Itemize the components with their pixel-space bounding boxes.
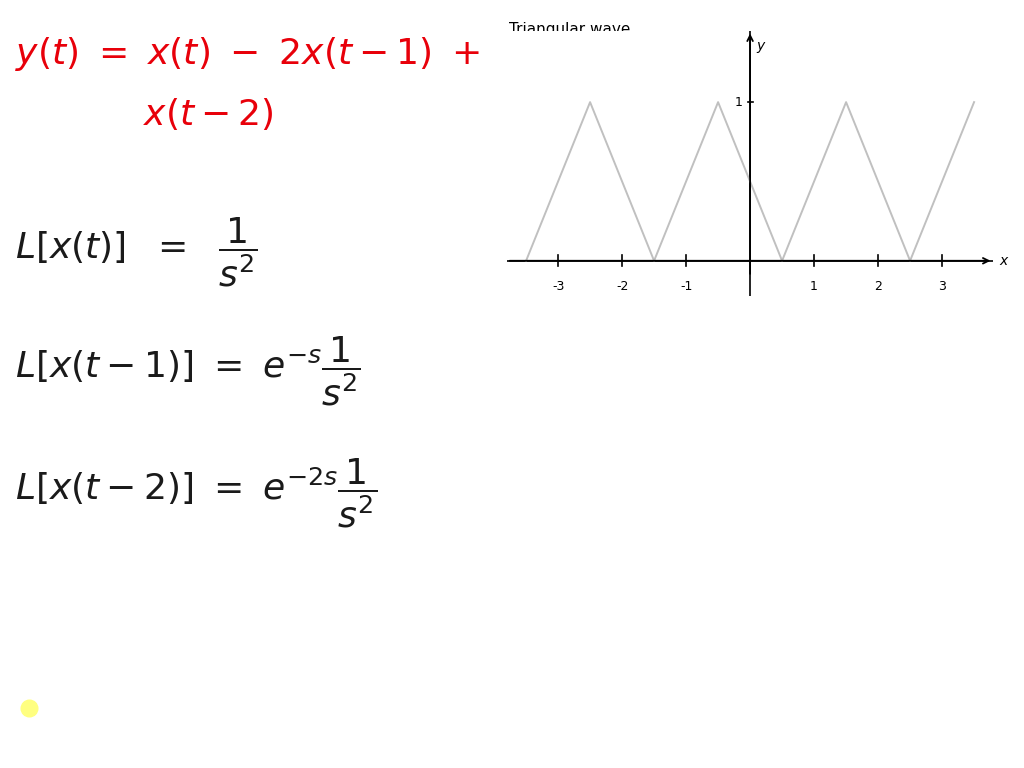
Text: 3: 3 bbox=[938, 280, 946, 293]
Text: $L\left[x(t-1)\right]\ =\ e^{-s}\dfrac{1}{s^2}$: $L\left[x(t-1)\right]\ =\ e^{-s}\dfrac{1… bbox=[15, 334, 361, 408]
Text: $L\left[x(t-2)\right]\ =\ e^{-2s}\dfrac{1}{s^2}$: $L\left[x(t-2)\right]\ =\ e^{-2s}\dfrac{… bbox=[15, 457, 378, 531]
Text: y: y bbox=[757, 38, 765, 53]
Text: $x(t-2)$: $x(t-2)$ bbox=[143, 96, 274, 132]
Text: -2: -2 bbox=[615, 280, 629, 293]
Text: x: x bbox=[999, 253, 1008, 268]
Text: 1: 1 bbox=[810, 280, 818, 293]
Text: -1: -1 bbox=[680, 280, 692, 293]
Text: Triangular wave: Triangular wave bbox=[509, 22, 631, 37]
Text: $L\left[x(t)\right]\ \ =\ \ \dfrac{1}{s^2}$: $L\left[x(t)\right]\ \ =\ \ \dfrac{1}{s^… bbox=[15, 215, 258, 289]
Text: $y(t)\ =\ x(t)\ -\ 2x(t-1)\ +$: $y(t)\ =\ x(t)\ -\ 2x(t-1)\ +$ bbox=[15, 35, 480, 72]
Text: 1: 1 bbox=[734, 96, 742, 108]
Text: 2: 2 bbox=[874, 280, 882, 293]
Text: -3: -3 bbox=[552, 280, 564, 293]
